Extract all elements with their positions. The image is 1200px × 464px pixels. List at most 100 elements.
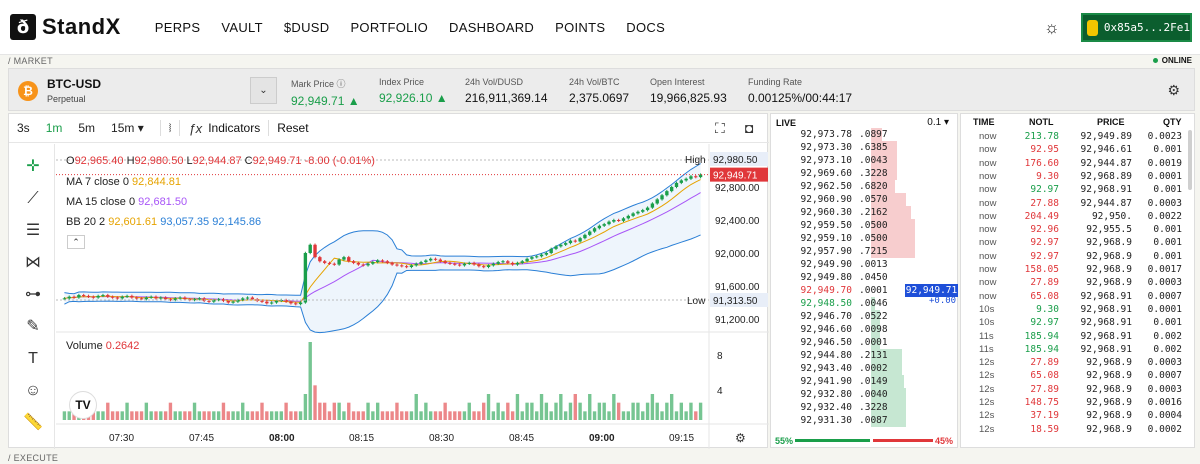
bid-order-row[interactable]: 92,946.50 .0001 [771,336,959,349]
volume-bar [607,411,611,420]
bid-order-row[interactable]: 92,932.40 .3228 [771,401,959,414]
bid-price: 92,932.40 [800,402,852,413]
collapse-legend-chevron-up-icon[interactable]: ⌃ [67,235,85,249]
volume-bar [583,411,587,420]
volume-bar [260,402,264,420]
nav-points[interactable]: POINTS [555,19,606,35]
price-step-select[interactable]: 0.1 ▾ [927,117,949,128]
candle-body [525,258,529,262]
ask-depth-bar [871,232,915,245]
ask-order-row[interactable]: 92,973.30 .6385 [771,141,959,154]
timeframe-5m[interactable]: 5m [78,121,96,135]
ask-depth-bar [871,180,895,193]
indicators-button[interactable]: Indicators [208,121,261,135]
nav-portfolio[interactable]: PORTFOLIO [350,19,429,35]
trade-time: now [979,184,997,196]
ask-order-row[interactable]: 92,960.30 .2162 [771,206,959,219]
emoji-icon[interactable]: ☺ [24,382,42,399]
candle-body [472,262,476,265]
nav-perps[interactable]: PERPS [154,19,201,35]
ask-order-row[interactable]: 92,957.90 .7215 [771,245,959,258]
trade-row: now 176.60 92,944.87 0.0019 [961,157,1196,170]
candle-body [149,296,153,298]
candle-type-icon[interactable]: ⧘ [168,120,172,135]
trade-price: 92,968.9 [1086,410,1132,422]
fullscreen-icon[interactable]: ⛶ [715,120,725,136]
timeframe-15m[interactable]: 15m ▾ [111,121,144,135]
text-tool-icon[interactable]: T [28,350,38,367]
bid-order-row[interactable]: 92,948.50 .0046 [771,297,959,310]
trades-scrollbar[interactable] [1188,130,1192,190]
nav-vault[interactable]: VAULT [221,19,263,35]
volume-bar [106,402,110,420]
trade-time: 10s [979,317,995,329]
ask-order-row[interactable]: 92,959.10 .0500 [771,232,959,245]
theme-toggle-sun-icon[interactable]: ☼ [1044,18,1060,37]
ask-order-row[interactable]: 92,973.78 .0897 [771,128,959,141]
ask-order-row[interactable]: 92,949.80 .0450 [771,271,959,284]
bid-order-row[interactable]: 92,931.30 .0087 [771,414,959,427]
candle-body [602,224,606,226]
indicators-fx-icon[interactable]: ƒx [188,120,203,136]
candle-body [645,207,650,211]
ask-order-row[interactable]: 92,960.90 .0570 [771,193,959,206]
trade-row: now 92.97 92,968.9 0.001 [961,236,1196,249]
crosshair-icon[interactable]: ✛ [26,158,40,175]
settings-gear-icon[interactable]: ⚙ [1167,82,1180,98]
candle-body [486,265,491,268]
volume-bar [96,411,100,420]
trade-row: 12s 27.89 92,968.9 0.0003 [961,356,1196,369]
ask-order-row[interactable]: 92,949.70 .0001 [771,284,959,297]
volume-bar [563,411,568,420]
trendline-icon[interactable]: ⟋ [27,190,39,207]
volume-bar [361,411,365,420]
bid-price: 92,946.60 [800,324,852,335]
ask-order-row[interactable]: 92,962.50 .6820 [771,180,959,193]
pattern-icon[interactable]: ⋈ [25,254,41,271]
bid-order-row[interactable]: 92,943.40 .0002 [771,362,959,375]
nav-dusd[interactable]: $DUSD [283,19,330,35]
trade-row: now 9.30 92,968.89 0.0001 [961,170,1196,183]
bid-order-row[interactable]: 92,946.70 .0522 [771,310,959,323]
bid-order-row[interactable]: 92,941.90 .0149 [771,375,959,388]
volume-bar [491,411,496,420]
volume-bar [684,411,688,420]
bid-order-row[interactable]: 92,946.60 .0098 [771,323,959,336]
ask-order-row[interactable]: 92,959.50 .0500 [771,219,959,232]
stat-mark-price: Mark Price ⓘ 92,949.71 ▲ [291,77,360,108]
candle-body [269,302,274,304]
nav-dashboard[interactable]: DASHBOARD [449,19,535,35]
reset-button[interactable]: Reset [277,121,309,135]
ask-depth-bar [871,219,915,232]
trade-qty: 0.0003 [1147,383,1182,395]
bid-depth-bar [871,375,905,388]
tradingview-logo-icon[interactable]: TV [69,391,97,419]
timeframe-3s[interactable]: 3s [17,121,30,135]
wallet-button[interactable]: 0x85a5...2Fe1 [1081,13,1192,42]
trades-header-qty: QTY [1163,117,1182,127]
ask-order-row[interactable]: 92,969.60 .3228 [771,167,959,180]
volume-bar [636,402,640,420]
trade-notional: 27.89 [1030,277,1059,289]
fib-lines-icon[interactable]: ☰ [25,222,41,239]
bid-order-row[interactable]: 92,944.80 .2131 [771,349,959,362]
ruler-icon[interactable]: 📏 [23,414,43,431]
brush-icon[interactable]: ✎ [26,318,40,335]
candle-body [125,295,129,297]
breadcrumb: / MARKET [8,56,53,66]
ask-order-row[interactable]: 92,949.90 .0013 [771,258,959,271]
measure-icon[interactable]: ⊶ [25,286,41,303]
candle-body [62,298,67,300]
volume-bar [332,402,336,420]
nav-docs[interactable]: DOCS [626,19,666,35]
trade-qty: 0.0007 [1147,370,1182,382]
ask-order-row[interactable]: 92,973.10 .0043 [771,154,959,167]
camera-icon[interactable]: ◘ [745,120,754,136]
volume-bar [183,411,187,420]
trade-price: 92,949.89 [1080,131,1132,142]
logo[interactable]: ð StandX [10,14,121,40]
timeframe-1m[interactable]: 1m [45,121,63,135]
stat-index-price: Index Price 92,926.10 ▲ [379,77,448,105]
bid-order-row[interactable]: 92,932.80 .0040 [771,388,959,401]
pair-select-chevron-down-icon[interactable]: ⌄ [250,77,277,104]
